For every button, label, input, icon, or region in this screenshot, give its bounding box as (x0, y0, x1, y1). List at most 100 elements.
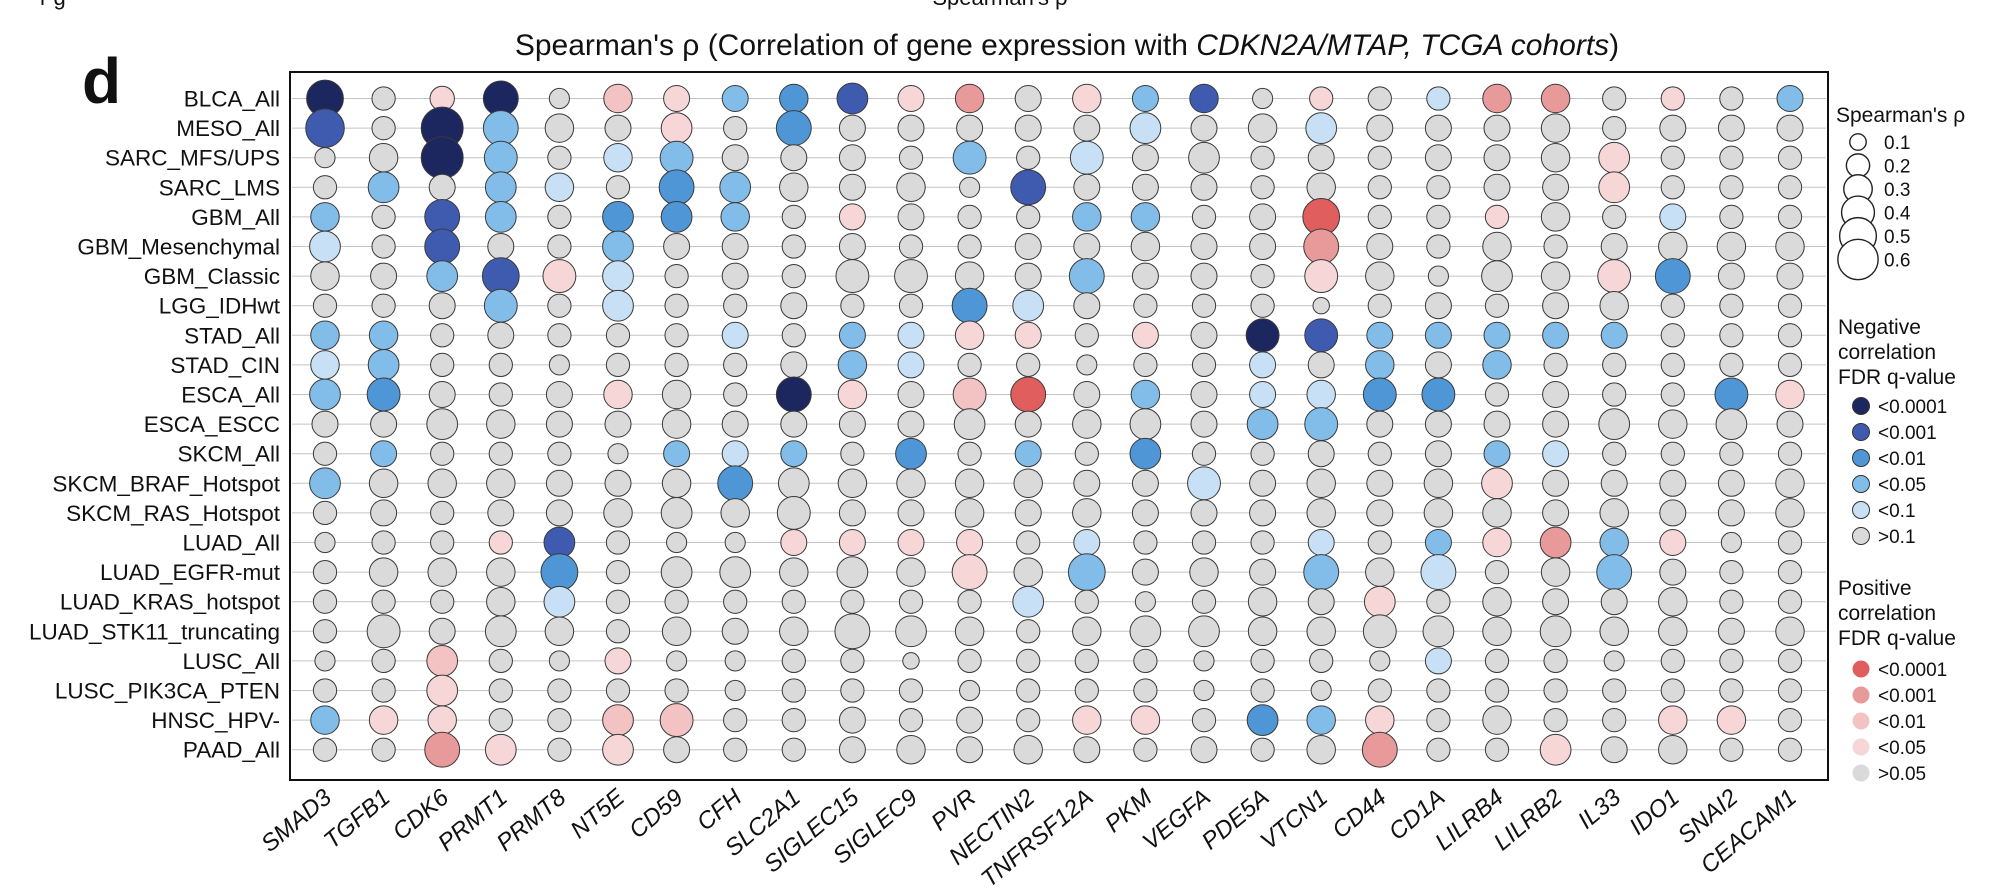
bubble-luad-stk11-truncating-nectin2 (1016, 619, 1041, 644)
bubble-lusc-all-pkm (1133, 648, 1158, 674)
bubble-sarc-lms-ido1 (1660, 175, 1685, 200)
bubble-gbm-mesenchymal-siglec15 (838, 233, 866, 260)
bubble-sarc-lms-ceacam1 (1777, 175, 1803, 200)
size-legend-circle-0-1 (1849, 133, 1867, 151)
row-label-skcm-all: SKCM_All (177, 442, 280, 467)
bubble-luad-stk11-truncating-pde5a (1247, 616, 1278, 647)
pos-legend-title-3: FDR q-value (1838, 627, 1956, 650)
bubble-paad-all-il33 (1600, 736, 1628, 764)
bubble-paad-all-vtcn1 (1306, 734, 1336, 765)
bubble-esca-escc-lilrb2 (1542, 410, 1570, 438)
bubble-skcm-braf-hotspot-tgfb1 (368, 468, 399, 499)
bubble-stad-all-ceacam1 (1777, 323, 1803, 348)
bubble-sarc-lms-pvr (959, 176, 981, 198)
bubble-blca-all-ceacam1 (1776, 85, 1804, 112)
bubble-lusc-pik3ca-pten-vegfa (1193, 679, 1215, 702)
bubble-gbm-classic-pkm (1131, 262, 1159, 290)
bubble-stad-all-prmt1 (487, 321, 515, 349)
bubble-skcm-all-pvr (957, 441, 982, 466)
bubble-luad-stk11-truncating-pkm (1129, 615, 1162, 648)
bubble-hnsc-hpv-pvr (956, 706, 984, 734)
row-label-paad-all: PAAD_All (183, 738, 280, 763)
bubble-lusc-pik3ca-pten-cdk6 (426, 674, 459, 707)
bubble-luad-kras-hotspot-prmt1 (486, 586, 516, 617)
bubble-gbm-classic-prmt8 (542, 259, 577, 294)
bubble-skcm-braf-hotspot-lilrb2 (1542, 469, 1570, 497)
bubble-sarc-lms-tnfrsf12a (1073, 173, 1101, 201)
bubble-gbm-all-smad3 (310, 202, 340, 232)
bubble-hnsc-hpv-snai2 (1716, 705, 1747, 735)
bubble-lusc-pik3ca-pten-nt5e (605, 678, 631, 703)
chart-title-italic: CDKN2A/MTAP, TCGA cohorts (1196, 29, 1609, 62)
bubble-stad-cin-ido1 (1660, 352, 1685, 378)
row-label-luad-stk11-truncating: LUAD_STK11_truncating (29, 619, 280, 644)
size-legend-label-0-6: 0.6 (1884, 251, 1910, 272)
bubble-skcm-all-smad3 (312, 441, 338, 466)
row-label-skcm-ras-hotspot: SKCM_RAS_Hotspot (66, 501, 281, 526)
bubble-luad-egfr-mut-siglec15 (836, 556, 869, 588)
bubble-luad-egfr-mut-tgfb1 (368, 557, 399, 587)
bubble-stad-cin-siglec9 (897, 351, 925, 379)
bubble-luad-egfr-mut-smad3 (312, 559, 338, 585)
row-label-blca-all: BLCA_All (184, 87, 280, 112)
bubble-blca-all-siglec15 (836, 82, 869, 115)
bubble-sarc-mfs-ups-cdk6 (420, 136, 464, 180)
bubble-esca-all-cfh (723, 382, 748, 407)
bubble-meso-all-prmt8 (544, 113, 575, 143)
bubble-sarc-mfs-ups-snai2 (1719, 145, 1744, 170)
bubble-blca-all-cd59 (663, 85, 691, 112)
bubble-meso-all-cd1a (1424, 114, 1452, 142)
neg-legend-swatch-3 (1852, 449, 1870, 467)
bubble-lusc-all-cd59 (666, 650, 688, 672)
bubble-lusc-all-tgfb1 (371, 648, 396, 674)
bubble-luad-kras-hotspot-nectin2 (1012, 585, 1045, 618)
bubble-lusc-pik3ca-pten-siglec15 (840, 678, 865, 703)
bubble-skcm-braf-hotspot-cd1a (1423, 468, 1454, 499)
bubble-blca-all-lilrb2 (1540, 83, 1571, 114)
bubble-skcm-ras-hotspot-slc2a1 (776, 495, 811, 530)
row-label-gbm-all: GBM_All (191, 205, 280, 230)
bubble-esca-all-lilrb2 (1542, 381, 1570, 408)
bubble-stad-all-nt5e (605, 323, 631, 348)
bubble-sarc-lms-prmt1 (484, 171, 517, 204)
bubble-esca-escc-smad3 (311, 410, 339, 438)
bubble-skcm-all-snai2 (1719, 441, 1744, 466)
bubble-hnsc-hpv-tgfb1 (368, 705, 399, 735)
bubble-skcm-braf-hotspot-il33 (1600, 469, 1628, 497)
bubble-lgg-idhwt-ido1 (1660, 293, 1685, 318)
bubble-meso-all-prmt1 (482, 110, 519, 147)
bubble-paad-all-tgfb1 (371, 737, 396, 762)
bubble-skcm-all-pde5a (1250, 441, 1275, 466)
bubble-luad-all-prmt1 (488, 530, 513, 555)
bubble-skcm-all-vegfa (1191, 441, 1217, 466)
pos-legend-title-1: Positive (1838, 577, 1912, 600)
bubble-luad-all-cd59 (666, 531, 688, 554)
bubble-lusc-pik3ca-pten-ido1 (1660, 678, 1685, 703)
bubble-gbm-classic-lilrb4 (1481, 260, 1513, 292)
bubble-skcm-all-cd59 (663, 440, 691, 468)
bubble-luad-egfr-mut-cd44 (1365, 557, 1395, 587)
bubble-skcm-braf-hotspot-cd59 (661, 468, 692, 499)
bubble-gbm-all-lilrb2 (1540, 202, 1571, 232)
bubble-meso-all-tnfrsf12a (1073, 114, 1101, 142)
bubble-paad-all-nectin2 (1013, 734, 1043, 765)
bubble-lgg-idhwt-cd59 (664, 293, 689, 318)
bubble-skcm-all-cdk6 (430, 441, 455, 466)
bubble-skcm-ras-hotspot-vegfa (1190, 499, 1218, 527)
bubble-stad-cin-prmt8 (548, 354, 570, 376)
bubble-lgg-idhwt-cdk6 (428, 292, 456, 320)
bubble-skcm-all-slc2a1 (780, 440, 808, 468)
bubble-luad-all-ceacam1 (1777, 530, 1803, 555)
bubble-esca-escc-ceacam1 (1776, 410, 1804, 438)
row-label-gbm-mesenchymal: GBM_Mesenchymal (77, 235, 280, 260)
row-label-stad-cin: STAD_CIN (170, 353, 280, 378)
neg-legend-swatch-6 (1852, 527, 1870, 545)
bubble-luad-stk11-truncating-cfh (721, 617, 749, 645)
bubble-luad-egfr-mut-pvr (951, 554, 988, 591)
bubble-paad-all-cdk6 (424, 731, 461, 768)
bubble-paad-all-pkm (1133, 737, 1158, 762)
bubble-gbm-all-prmt8 (547, 204, 572, 230)
bubble-luad-stk11-truncating-cd44 (1362, 614, 1397, 649)
bubble-blca-all-prmt8 (548, 87, 570, 110)
bubble-luad-kras-hotspot-cd44 (1363, 585, 1396, 618)
